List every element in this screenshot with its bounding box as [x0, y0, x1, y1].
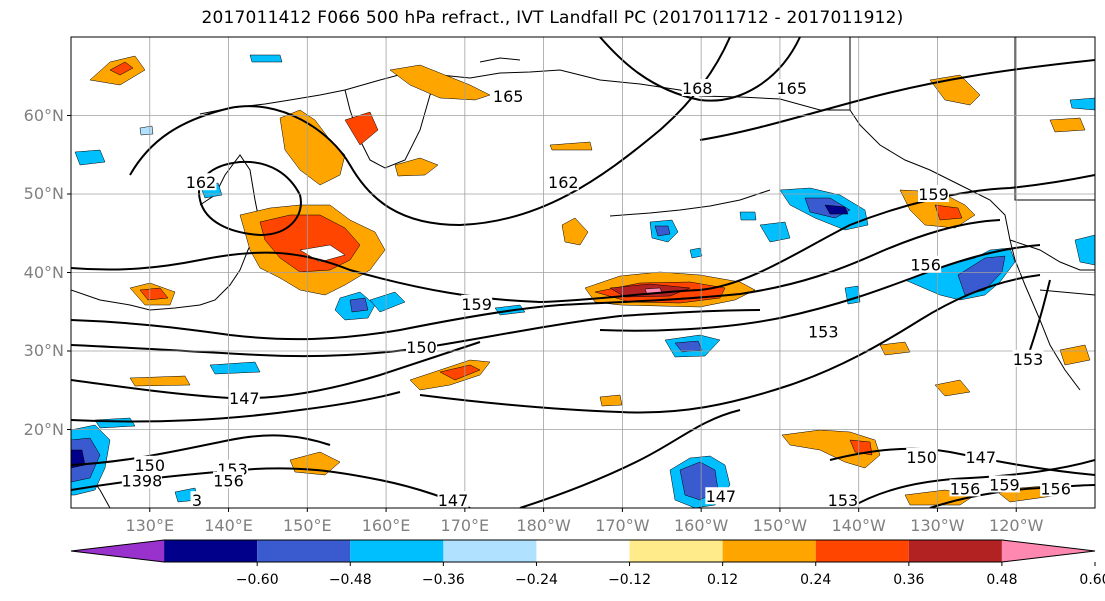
- contour-label-background: [949, 479, 981, 497]
- contour-label: 156: [950, 479, 981, 498]
- contour-label-background: [910, 255, 942, 273]
- contour-label-background: [406, 338, 438, 356]
- contour-label-background: [906, 447, 938, 465]
- latitude-tick-label: 60°N: [23, 105, 64, 125]
- contour-label: 150: [406, 338, 437, 357]
- colorbar-tick-label: −0.12: [608, 572, 651, 588]
- longitude-tick-label: 150°E: [282, 516, 332, 535]
- contour-label: 147: [229, 389, 260, 408]
- colorbar-tick-label: 0.24: [800, 572, 832, 588]
- contour-label-background: [827, 491, 859, 508]
- contour-label-background: [121, 471, 162, 489]
- contour-label-background: [776, 79, 808, 97]
- contour-label: 147: [438, 491, 469, 510]
- contour-label-background: [965, 447, 997, 465]
- longitude-tick-label: 160°E: [361, 516, 411, 535]
- contour-label: 1398: [122, 472, 163, 491]
- colorbar-tick-label: −0.60: [235, 572, 279, 588]
- contour-label: 156: [910, 256, 941, 275]
- contour-label: 156: [213, 472, 244, 491]
- contour-label-background: [807, 322, 839, 340]
- contour-label-background: [705, 487, 737, 505]
- colorbar-tick-label: 0.36: [893, 572, 925, 588]
- longitude-tick-label: 130°E: [125, 516, 175, 535]
- longitude-tick-label: 160°W: [673, 516, 729, 535]
- colorbar-tick-label: 0.12: [707, 572, 739, 588]
- contour-label: 159: [461, 295, 492, 314]
- longitude-tick-label: 150°W: [752, 516, 808, 535]
- colorbar-tick-label: 0.60: [1079, 572, 1105, 588]
- latitude-tick-label: 20°N: [23, 419, 64, 439]
- longitude-tick-label: 140°W: [831, 516, 886, 535]
- contour-label-background: [190, 491, 204, 508]
- refractivity-shading: [71, 54, 1095, 508]
- latitude-tick-label: 50°N: [23, 184, 64, 203]
- longitude-tick-label: 180°W: [516, 516, 571, 535]
- contour-label-background: [547, 173, 579, 191]
- contour-label: 153: [1013, 350, 1044, 369]
- contour-label-background: [461, 294, 493, 312]
- contour-label: 168: [682, 79, 713, 98]
- contour-label: 153: [808, 322, 839, 341]
- contour-label: 153: [828, 491, 859, 510]
- contour-label: 159: [918, 185, 949, 204]
- contour-label: 147: [966, 448, 997, 467]
- longitude-tick-label: 140°E: [204, 516, 253, 535]
- contour-label-background: [492, 86, 524, 104]
- contour-label: 162: [186, 173, 217, 192]
- contour-label-background: [185, 173, 217, 191]
- axis-ticks: [67, 115, 1017, 512]
- longitude-tick-label: 170°W: [595, 516, 650, 535]
- contour-label: 150: [134, 456, 165, 475]
- contour-label-background: [918, 185, 950, 202]
- contour-label-background: [437, 491, 469, 508]
- contour-label-background: [1040, 479, 1072, 497]
- map-title: 2017011412 F066 500 hPa refract., IVT La…: [201, 8, 904, 28]
- contour-label-background: [988, 475, 1020, 493]
- contour-label-background: [134, 455, 166, 473]
- latitude-tick-label: 40°N: [23, 262, 64, 282]
- contour-label-background: [228, 389, 260, 407]
- colorbar-tick-label: −0.36: [421, 572, 465, 588]
- contour-label: 159: [989, 475, 1020, 494]
- contour-label: 3: [192, 491, 202, 510]
- contour-label: 165: [493, 87, 524, 106]
- colorbar-tick-label: 0.48: [986, 572, 1018, 588]
- contour-label: 162: [548, 173, 579, 192]
- contour-label-background: [1012, 349, 1044, 367]
- colorbar-tick-label: −0.48: [328, 572, 372, 588]
- contour-label-background: [213, 471, 245, 489]
- longitude-tick-label: 120°W: [989, 516, 1044, 535]
- contour-label-background: [681, 79, 713, 97]
- latitude-tick-label: 30°N: [23, 341, 64, 360]
- longitude-tick-label: 130°W: [910, 516, 965, 535]
- contour-label: 165: [776, 79, 807, 98]
- contour-label: 150: [906, 448, 937, 467]
- contour-label: 147: [706, 487, 737, 506]
- colorbar-tick-label: −0.24: [515, 572, 558, 588]
- longitude-tick-label: 170°E: [440, 516, 490, 535]
- contour-label: 156: [1040, 479, 1071, 498]
